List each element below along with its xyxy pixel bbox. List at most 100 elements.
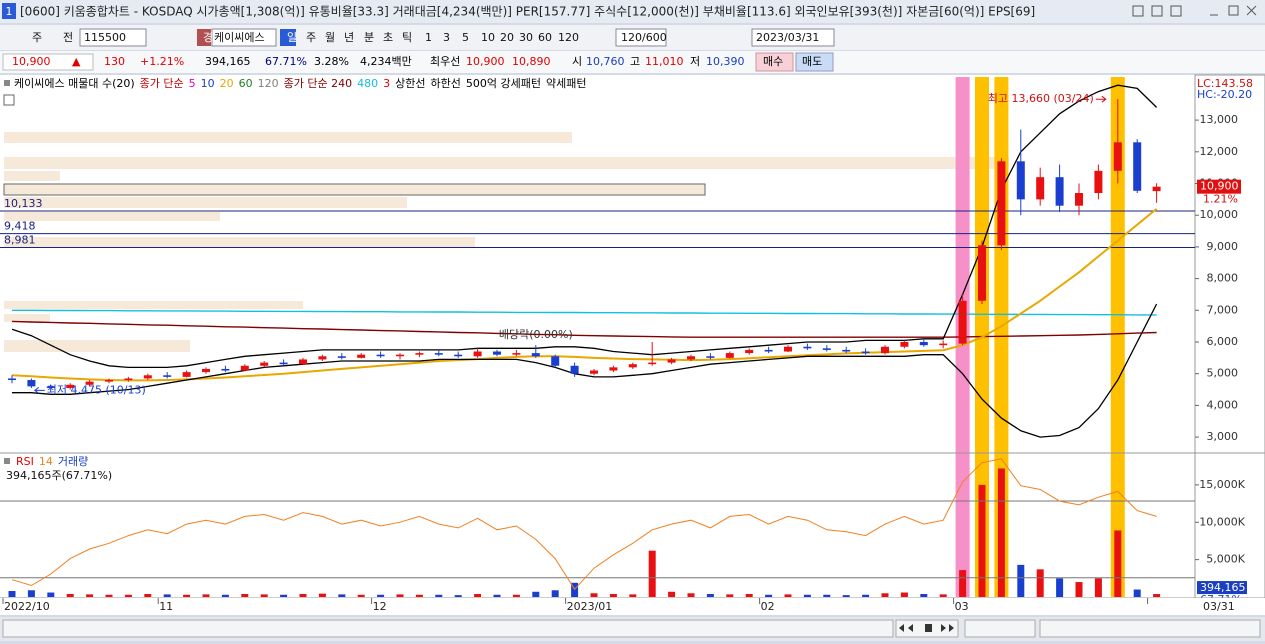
toolbar-label[interactable]: 30	[519, 31, 533, 44]
legend-entry: 20	[220, 77, 234, 90]
low-annotation: 최저 4,475 (10/13)	[47, 383, 146, 396]
volume-bar	[202, 594, 210, 597]
scroll-track[interactable]	[2, 619, 894, 638]
zoom-slider[interactable]	[964, 619, 1036, 638]
volume-bar	[668, 591, 676, 597]
toolbar-label[interactable]: 5	[462, 31, 469, 44]
volume-bar	[86, 594, 94, 597]
price-box	[2, 53, 94, 71]
legend-entry: 14	[39, 455, 53, 468]
volume-bar	[959, 570, 967, 597]
profile-band	[4, 197, 407, 208]
toolbar-label[interactable]: 주	[32, 31, 42, 44]
profile-band	[4, 237, 475, 247]
buy-button[interactable]	[755, 52, 794, 72]
toolbar-label[interactable]: 분	[364, 31, 374, 44]
y-tick-label: 4,000	[1207, 398, 1239, 411]
quote-value: 4,234백만	[360, 55, 412, 68]
volume-bar	[765, 594, 773, 597]
volume-bar	[939, 594, 947, 597]
x-tick-label: 12	[373, 600, 387, 613]
quote-value[interactable]: 매수	[763, 55, 783, 68]
candle-body	[240, 365, 249, 371]
x-tick-label: 03/31	[1203, 600, 1235, 613]
candle-body	[473, 351, 482, 357]
quote-bar	[0, 51, 1265, 73]
nav-icons	[899, 624, 954, 632]
profile-band	[4, 132, 572, 143]
candle-body	[396, 354, 404, 357]
candle-body	[1133, 142, 1142, 191]
candle-body	[764, 349, 773, 352]
candle-body	[745, 349, 754, 354]
legend-entry: 5	[189, 77, 196, 90]
last-volume-tag	[1197, 581, 1247, 595]
toolbar-label[interactable]: 120/600	[621, 31, 667, 44]
volume-bar	[551, 590, 559, 597]
icon[interactable]	[1228, 5, 1239, 16]
candle-body	[725, 353, 734, 358]
period-input[interactable]	[615, 28, 667, 47]
toolbar-label[interactable]: 일	[287, 30, 297, 44]
volume-bar	[648, 550, 656, 597]
low-arrow	[33, 386, 45, 394]
window-number: 1	[6, 5, 13, 18]
toolbar-label[interactable]: 3	[443, 31, 450, 44]
toolbar-label[interactable]: 115500	[84, 31, 126, 44]
day-selected[interactable]	[280, 29, 296, 46]
toolbar-label[interactable]: 년	[344, 31, 354, 44]
toolbar-label[interactable]: 월	[325, 31, 335, 44]
volume-bar	[920, 594, 928, 597]
quote-value: 394,165	[205, 55, 251, 68]
volume-bar	[47, 592, 55, 597]
toolbar-label[interactable]: 10	[481, 31, 495, 44]
volume-bar	[881, 593, 889, 597]
x-tick-label: 03	[955, 600, 969, 613]
candle-body	[163, 375, 172, 377]
icon[interactable]	[1246, 5, 1257, 16]
volume-bar	[784, 594, 792, 597]
profile-band	[4, 301, 303, 309]
toolbar-label[interactable]: 주	[306, 31, 316, 44]
scroll-buttons	[895, 619, 1261, 638]
quote-value: 11,010	[645, 55, 684, 68]
volume-bar	[27, 590, 35, 597]
date-input[interactable]	[751, 28, 835, 47]
quote-value[interactable]: 매도	[802, 55, 822, 68]
candle-body	[143, 375, 152, 379]
toolbar-label[interactable]: 20	[500, 31, 514, 44]
candle-body	[415, 353, 424, 355]
y-tick-label: 12,000	[1200, 145, 1239, 158]
legend-entry: 하한선	[430, 76, 460, 90]
tool-buttons[interactable]	[1039, 619, 1261, 638]
volume-bar	[105, 594, 113, 597]
profile-band	[4, 340, 190, 352]
candle-body	[1055, 177, 1064, 206]
legend-entry: 약세패턴	[546, 76, 586, 90]
volume-bar	[1133, 589, 1141, 597]
toolbar-label[interactable]: 틱	[402, 31, 412, 44]
toolbar-label[interactable]: 60	[538, 31, 552, 44]
y-tick-label: 10,000	[1200, 208, 1239, 221]
toolbar-label[interactable]: 120	[558, 31, 579, 44]
y-tick-label: 9,000	[1207, 240, 1239, 253]
last-volume-label: 394,165	[1200, 581, 1246, 594]
y-tick-label: 3,000	[1207, 430, 1239, 443]
y-tick-label: 15,000K	[1199, 478, 1245, 491]
toolbar-label[interactable]: 2023/03/31	[756, 31, 819, 44]
sell-button[interactable]	[795, 52, 834, 72]
toolbar-label[interactable]: 케이씨에스	[214, 31, 265, 44]
volume-bar	[1036, 569, 1044, 597]
candle-body	[357, 354, 366, 358]
stock-name-box[interactable]	[211, 28, 277, 47]
quote-items: 10,900 ▲ 130 +1.21% 394,165 67.71% 3.28% 4,234백…	[2, 52, 834, 72]
toolbar-label[interactable]: 전	[63, 31, 73, 44]
stock-code-input[interactable]	[79, 28, 147, 47]
candle-body	[687, 356, 695, 360]
candle-body	[531, 353, 540, 357]
last-price-tag	[1197, 179, 1241, 194]
toolbar-label[interactable]: 1	[425, 31, 432, 44]
toolbar-label[interactable]: 초	[383, 31, 393, 44]
toolbar-label[interactable]: 경	[203, 31, 213, 44]
